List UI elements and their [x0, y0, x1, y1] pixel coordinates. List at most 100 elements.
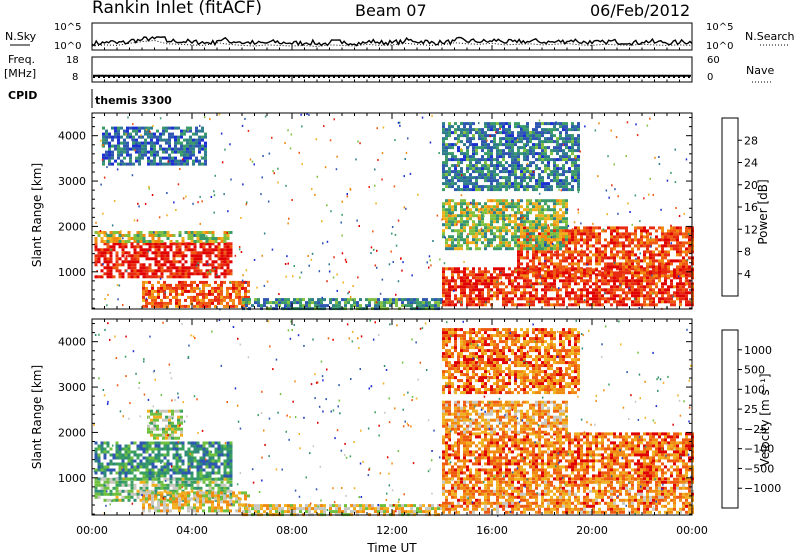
- heatmap-cell: [151, 286, 154, 290]
- heatmap-cell: [108, 147, 111, 151]
- heatmap-cell: [550, 122, 553, 126]
- heatmap-scatter-cell: [179, 168, 181, 170]
- heatmap-cell: [181, 280, 184, 284]
- heatmap-cell: [320, 304, 323, 308]
- heatmap-cell: [517, 167, 520, 171]
- heatmap-cell: [178, 245, 182, 249]
- heatmap-cell: [577, 265, 580, 269]
- heatmap-cell: [550, 297, 553, 301]
- heatmap-cell: [442, 146, 445, 150]
- heatmap-cell: [553, 288, 556, 292]
- heatmap-cell: [466, 279, 469, 283]
- heatmap-cell: [505, 238, 508, 242]
- heatmap-cell: [520, 256, 523, 260]
- heatmap-cell: [238, 289, 241, 293]
- heatmap-cell: [640, 235, 643, 239]
- nave-top-tick: 60: [707, 55, 720, 66]
- heatmap-cell: [454, 128, 457, 132]
- heatmap-scatter-cell: [455, 176, 458, 178]
- heatmap-cell: [157, 292, 160, 296]
- heatmap-cell: [520, 170, 523, 174]
- heatmap-scatter-cell: [441, 218, 443, 221]
- heatmap-cell: [568, 167, 571, 171]
- heatmap-cell: [178, 298, 181, 302]
- heatmap-scatter-cell: [552, 243, 554, 245]
- heatmap-cell: [613, 259, 616, 263]
- heatmap-cell: [469, 143, 472, 147]
- heatmap-cell: [157, 251, 161, 255]
- heatmap-cell: [496, 131, 499, 135]
- heatmap-cell: [565, 211, 568, 215]
- heatmap-cell: [220, 260, 224, 264]
- heatmap-cell: [586, 226, 589, 230]
- heatmap-cell: [556, 274, 559, 278]
- freq-bottom-tick: 8: [72, 72, 78, 83]
- heatmap-cell: [487, 188, 490, 192]
- heatmap-cell: [574, 276, 577, 280]
- heatmap-cell: [538, 199, 541, 203]
- heatmap-cell: [472, 214, 475, 218]
- heatmap-cell: [559, 274, 562, 278]
- heatmap-cell: [103, 465, 107, 469]
- heatmap-cell: [493, 199, 496, 203]
- heatmap-cell: [174, 162, 177, 166]
- heatmap-cell: [625, 291, 628, 295]
- heatmap-cell: [571, 288, 574, 292]
- heatmap-cell: [160, 266, 164, 270]
- heatmap-cell: [523, 173, 526, 177]
- heatmap-cell: [547, 250, 550, 254]
- heatmap-cell: [589, 291, 592, 295]
- heatmap-cell: [451, 158, 454, 162]
- heatmap-cell: [187, 272, 191, 276]
- heatmap-cell: [159, 156, 162, 160]
- heatmap-cell: [440, 301, 443, 305]
- heatmap-cell: [625, 250, 628, 254]
- heatmap-cell: [147, 150, 150, 154]
- heatmap-cell: [466, 208, 469, 212]
- heatmap-cell: [198, 138, 201, 142]
- heatmap-cell: [484, 279, 487, 283]
- colorbar-tick-label: 28: [744, 134, 758, 147]
- heatmap-cell: [199, 257, 203, 261]
- heatmap-cell: [529, 229, 532, 233]
- heatmap-cell: [685, 288, 688, 292]
- heatmap-cell: [478, 273, 481, 277]
- heatmap-cell: [598, 226, 601, 230]
- heatmap-cell: [490, 241, 493, 245]
- heatmap-scatter-cell: [489, 290, 492, 293]
- heatmap-cell: [124, 468, 128, 472]
- heatmap-cell: [550, 274, 553, 278]
- heatmap-cell: [655, 241, 658, 245]
- heatmap-cell: [208, 251, 212, 255]
- heatmap-scatter-cell: [390, 250, 392, 253]
- heatmap-cell: [445, 202, 448, 206]
- heatmap-cell: [523, 232, 526, 236]
- heatmap-cell: [117, 156, 120, 160]
- heatmap-cell: [550, 173, 553, 177]
- heatmap-cell: [592, 303, 595, 307]
- heatmap-cell: [460, 282, 463, 286]
- heatmap-cell: [631, 262, 634, 266]
- heatmap-cell: [442, 270, 445, 274]
- heatmap-cell: [673, 285, 676, 289]
- heatmap-cell: [493, 217, 496, 221]
- heatmap-cell: [517, 273, 520, 277]
- heatmap-scatter-cell: [273, 172, 275, 175]
- heatmap-cell: [595, 285, 598, 289]
- heatmap-cell: [472, 137, 475, 141]
- heatmap-cell: [655, 285, 658, 289]
- heatmap-cell: [505, 140, 508, 144]
- heatmap-cell: [565, 276, 568, 280]
- heatmap-cell: [463, 291, 466, 295]
- heatmap-cell: [214, 289, 217, 293]
- heatmap-cell: [150, 153, 153, 157]
- heatmap-cell: [637, 297, 640, 301]
- heatmap-cell: [490, 155, 493, 159]
- heatmap-cell: [184, 286, 187, 290]
- y-tick-label: 1000: [58, 266, 86, 279]
- heatmap-cell: [619, 285, 622, 289]
- heatmap-scatter-cell: [532, 170, 535, 173]
- heatmap-cell: [574, 271, 577, 275]
- heatmap-cell: [595, 238, 598, 242]
- heatmap-cell: [244, 286, 247, 290]
